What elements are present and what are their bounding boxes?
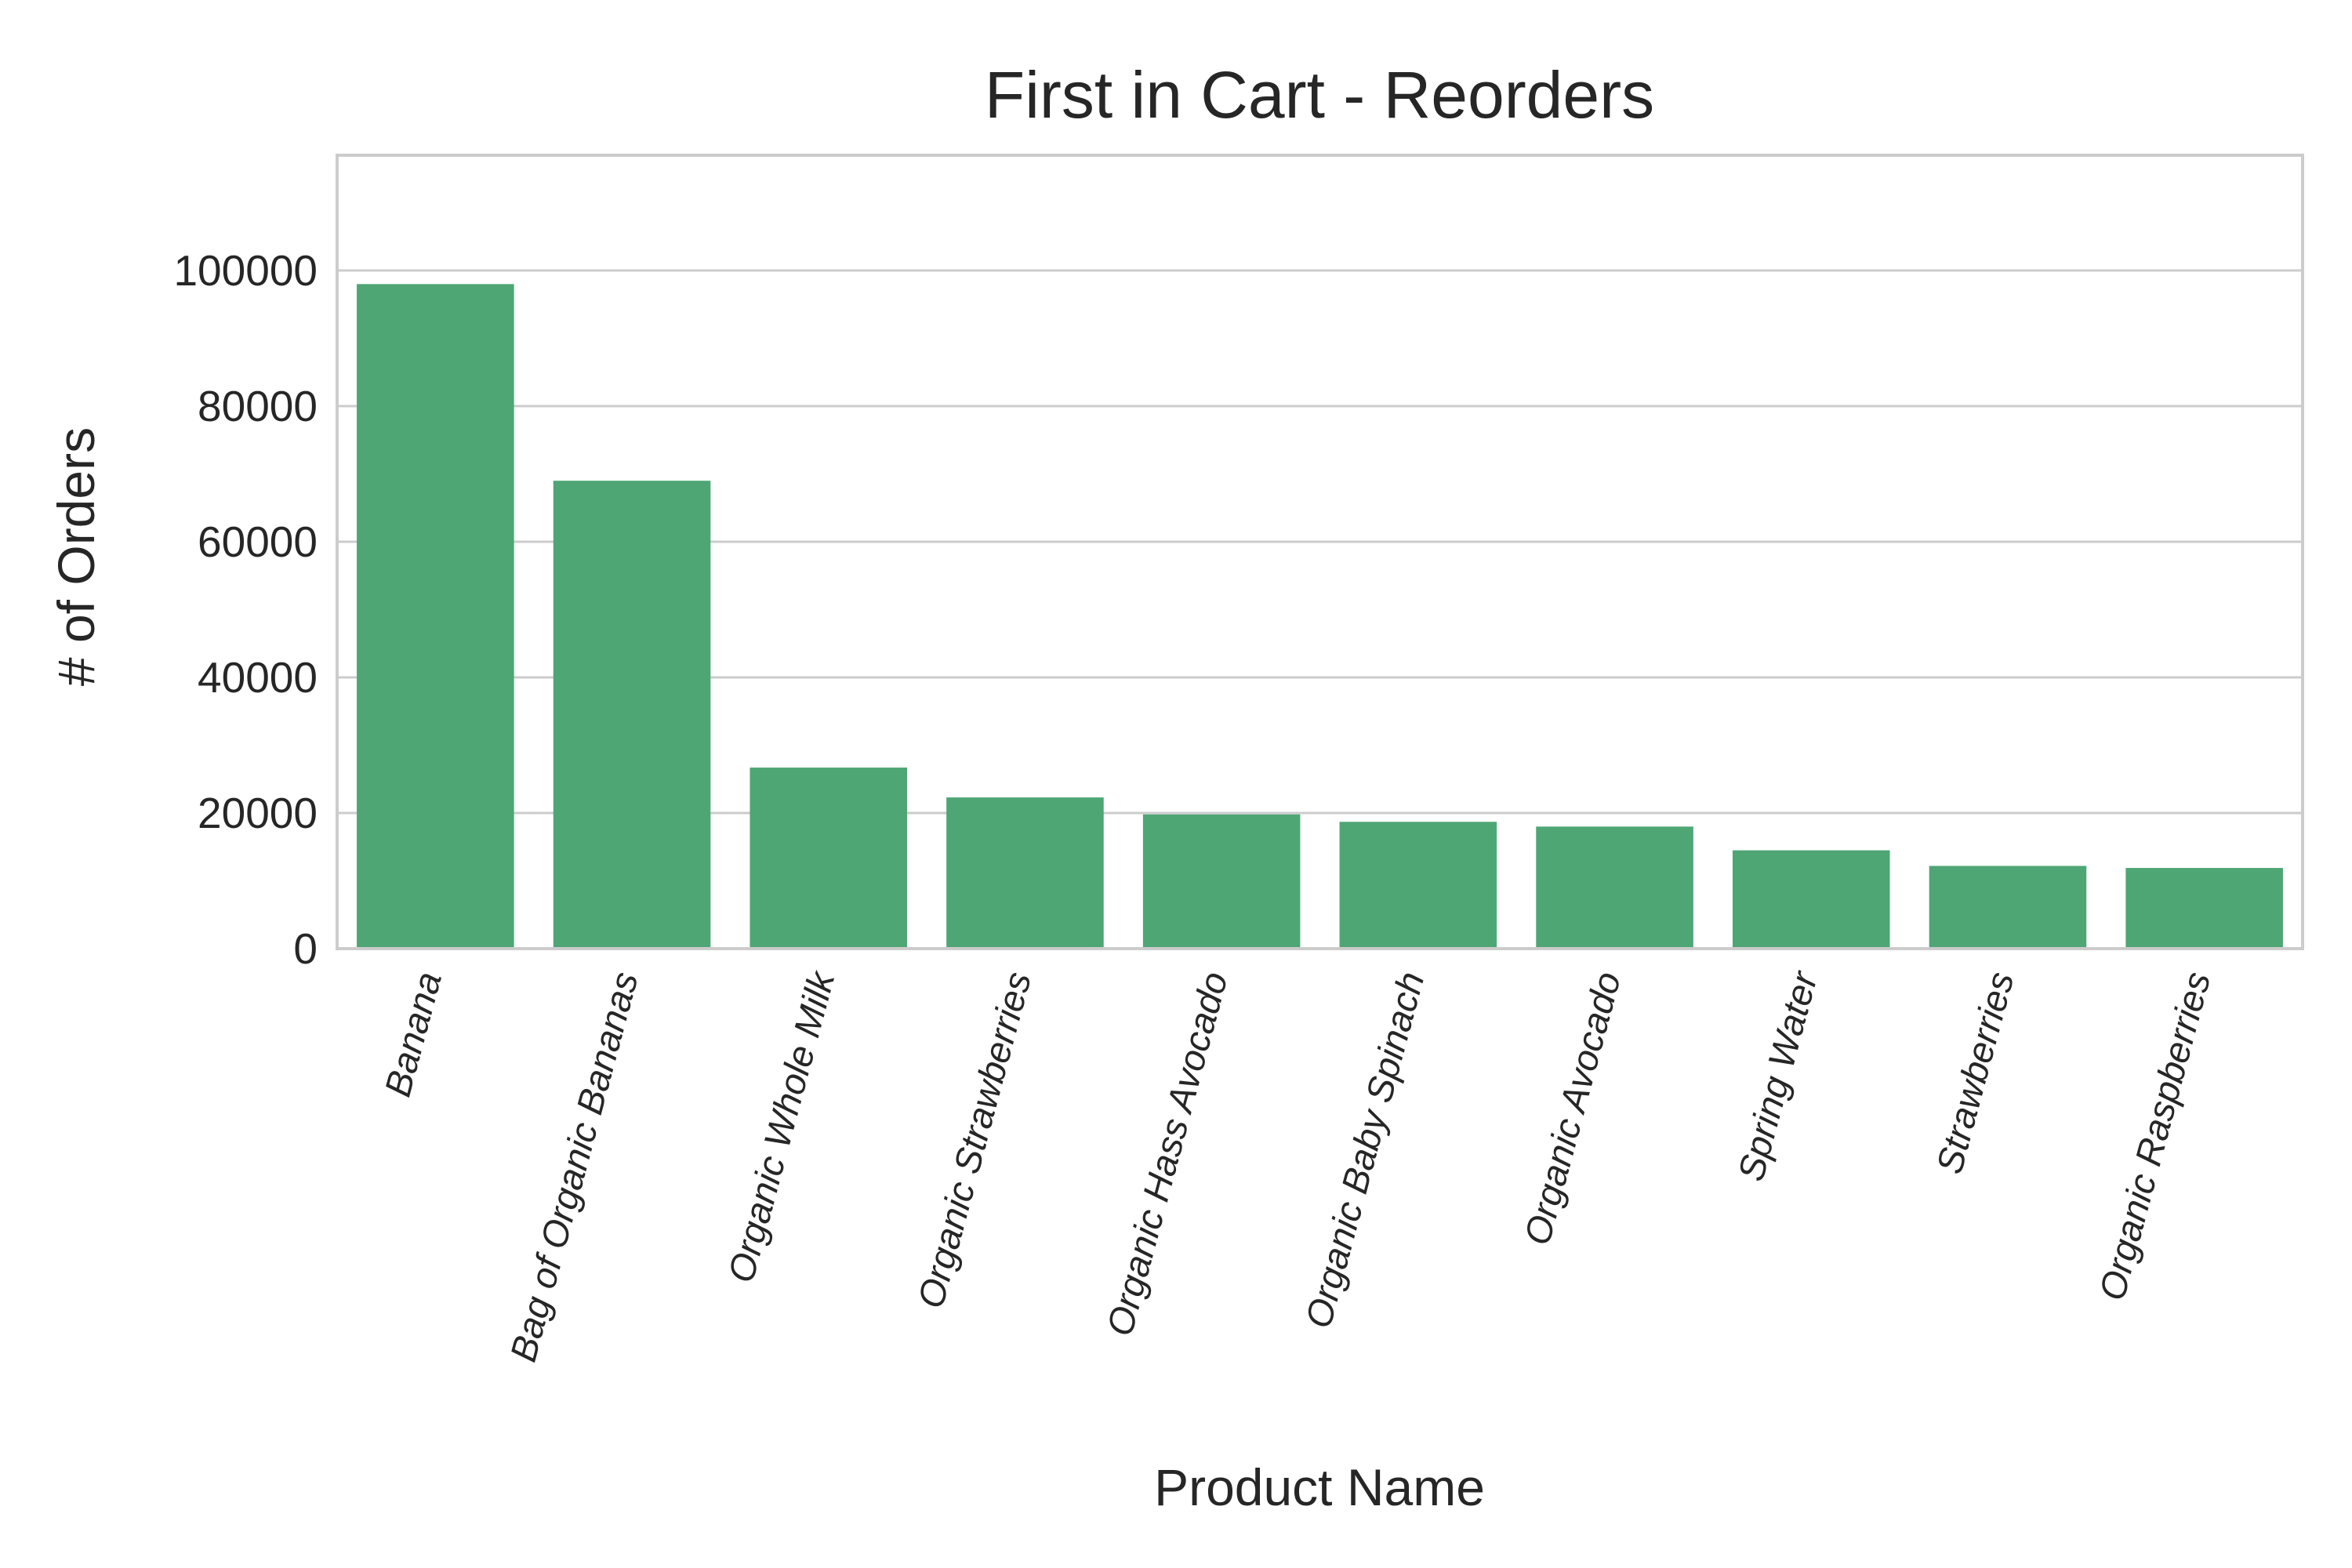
y-tick-label-5: 100000 xyxy=(173,246,318,295)
y-tick-label-2: 40000 xyxy=(198,653,318,702)
y-tick-label-4: 80000 xyxy=(198,382,318,430)
x-tick-labels: Banana Bag of Organic Bananas Organic Whol… xyxy=(376,965,2218,1366)
y-tick-label-1: 20000 xyxy=(198,789,318,837)
x-tick-label-1: Bag of Organic Bananas xyxy=(502,967,646,1366)
chart-title: First in Cart - Reorders xyxy=(985,58,1654,132)
bar-5 xyxy=(1339,822,1497,949)
bar-1 xyxy=(553,481,711,949)
x-axis-label: Product Name xyxy=(1154,1458,1485,1516)
x-tick-label-3: Organic Strawberries xyxy=(909,967,1039,1312)
bar-6 xyxy=(1536,826,1693,949)
x-tick-label-5: Organic Baby Spinach xyxy=(1297,967,1432,1332)
x-tick-label-8: Strawberries xyxy=(1928,967,2021,1178)
bar-0 xyxy=(357,284,514,949)
plot-frame xyxy=(336,154,2304,950)
y-tick-labels: 0 20000 40000 60000 80000 100000 xyxy=(173,246,318,973)
bar-8 xyxy=(1929,866,2087,949)
bar-9 xyxy=(2125,868,2283,949)
x-tick-label-4: Organic Hass Avocado xyxy=(1098,967,1236,1341)
y-tick-label-0: 0 xyxy=(293,924,318,973)
bars xyxy=(357,284,2283,949)
x-tick-label-9: Organic Raspberries xyxy=(2091,967,2219,1305)
x-tick-label-6: Organic Avocado xyxy=(1515,967,1628,1249)
x-tick-label-7: Spring Water xyxy=(1730,966,1826,1185)
x-tick-label-2: Organic Whole Milk xyxy=(720,965,843,1287)
bar-4 xyxy=(1142,814,1301,949)
y-tick-label-3: 60000 xyxy=(198,517,318,566)
bar-7 xyxy=(1732,850,1890,949)
x-tick-label-0: Banana xyxy=(376,967,449,1101)
bar-2 xyxy=(750,768,908,949)
y-axis-label: # of Orders xyxy=(47,427,105,686)
bar-3 xyxy=(946,797,1104,949)
